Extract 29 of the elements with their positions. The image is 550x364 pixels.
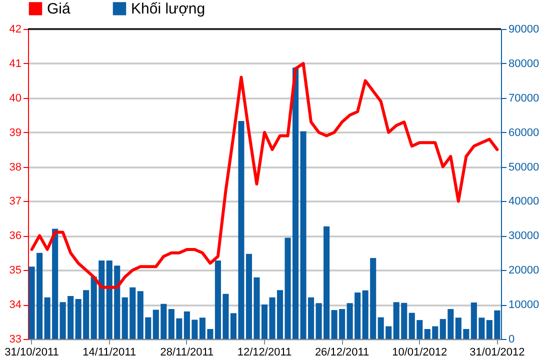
- legend-label: Khối lượng: [131, 0, 206, 18]
- y-tick-label: 36: [9, 230, 22, 242]
- y2-tick-label: 60000: [508, 126, 540, 139]
- x-tick-label: 31/01/2012: [470, 346, 525, 358]
- y2-tick-label: 50000: [508, 161, 540, 174]
- y-tick-label: 35: [9, 264, 22, 277]
- x-tick-label: 31/10/2011: [4, 346, 59, 358]
- y2-tick-label: 40000: [508, 196, 540, 208]
- y-tick-label: 33: [9, 334, 22, 346]
- y-tick-label: 34: [9, 299, 22, 312]
- y2-tick-label: 0: [508, 334, 515, 346]
- y-tick-label: 39: [9, 126, 22, 139]
- y2-tick-label: 10000: [508, 299, 540, 312]
- y-tick-label: 40: [9, 92, 22, 104]
- y-tick-label: 37: [9, 196, 22, 208]
- y2-tick-label: 90000: [508, 24, 540, 36]
- x-tick-label: 12/12/2011: [237, 346, 292, 358]
- x-tick-label: 26/12/2011: [314, 346, 370, 358]
- y2-tick-label: 20000: [508, 264, 540, 277]
- y2-tick-label: 70000: [508, 92, 540, 104]
- x-tick-label: 10/01/2012: [392, 346, 448, 358]
- y2-tick-label: 80000: [508, 58, 540, 70]
- y2-tick-label: 30000: [508, 230, 540, 242]
- x-tick-label: 28/11/2011: [160, 346, 214, 358]
- x-tick-label: 14/11/2011: [82, 346, 136, 358]
- legend-label: Giá: [47, 0, 71, 18]
- y-tick-label: 41: [9, 58, 22, 70]
- y-tick-label: 38: [9, 161, 22, 174]
- y-tick-label: 42: [9, 24, 22, 36]
